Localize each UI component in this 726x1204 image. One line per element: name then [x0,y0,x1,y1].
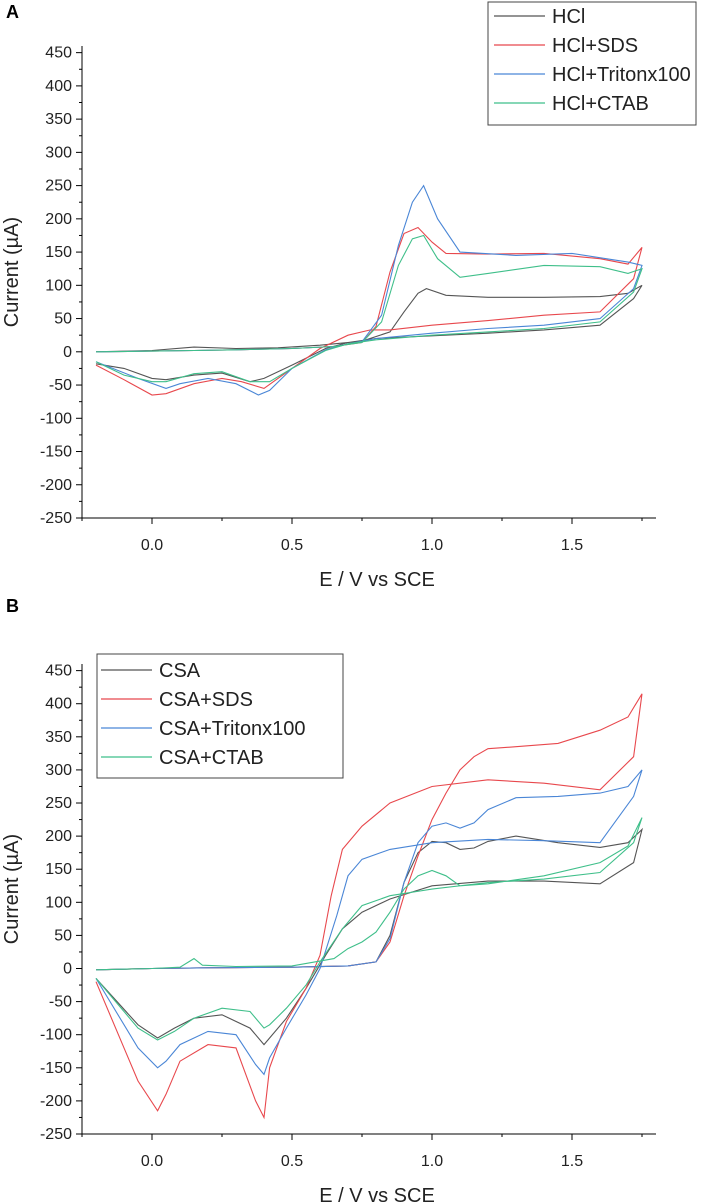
y-tick-label: -100 [40,410,72,427]
y-tick-label: -50 [49,377,72,394]
panel-label: B [6,596,19,616]
panel-a: A 450 400 350 300 250 200 150 100 50 0 -50 -100 -150 -… [1,1,697,591]
y-tick-label: 50 [54,927,72,944]
x-tick-label: 1.0 [421,1153,443,1170]
y-tick-label: 300 [45,144,72,161]
legend: CSA CSA+SDS CSA+Tritonx100 CSA+CTAB [96,653,344,779]
y-tick-label: -150 [40,1060,72,1077]
legend: HCl HCl+SDS HCl+Tritonx100 HCl+CTAB [487,1,697,126]
y-tick-label: -100 [40,1027,72,1044]
x-tick-label: 0.0 [141,1153,163,1170]
y-tick-label: 100 [45,894,72,911]
y-tick-label: 450 [45,45,72,62]
y-tick-label: 0 [63,344,72,361]
x-tick-label: 0.5 [281,1153,303,1170]
legend-entry: HCl+CTAB [552,93,649,115]
y-tick-label: 200 [45,828,72,845]
x-tick-label: 0.0 [141,537,163,554]
y-tick-label: -250 [40,1126,72,1143]
y-tick-label: 150 [45,861,72,878]
panel-b: B 450 400 350 300 250 200 150 100 50 0 -50 -100 -150 -… [1,596,656,1204]
panel-label: A [6,2,19,22]
y-tick-label: 250 [45,178,72,195]
y-tick-label: -250 [40,510,72,527]
y-tick-label: 350 [45,111,72,128]
y-tick-label: 400 [45,78,72,95]
series-line-hcl-sds [95,226,643,396]
y-tick-label: 200 [45,211,72,228]
y-tick-label: 350 [45,729,72,746]
legend-entry: CSA+SDS [159,689,253,711]
series-line-csa-ctab [95,817,643,1041]
legend-box [487,1,697,126]
x-tick-label: 0.5 [281,537,303,554]
y-tick-label: 150 [45,244,72,261]
legend-entry: HCl [552,6,585,28]
y-tick-label: -200 [40,477,72,494]
y-tick-label: 50 [54,311,72,328]
y-tick-label: 100 [45,277,72,294]
y-tick-label: -50 [49,994,72,1011]
y-tick-label: -150 [40,444,72,461]
y-axis-label: Current (µA) [1,217,23,327]
series-line-csa-sds [95,693,643,1120]
legend-entry: CSA+Tritonx100 [159,718,306,740]
legend-entry: CSA [159,660,201,682]
legend-entry: HCl+Tritonx100 [552,64,691,86]
series-line-hcl-ctab [95,234,643,383]
legend-entry: CSA+CTAB [159,747,264,769]
y-tick-label: -200 [40,1093,72,1110]
series-line-csa-tritonx100 [95,769,643,1076]
x-tick-label: 1.5 [561,537,583,554]
x-axis-label: E / V vs SCE [319,569,435,591]
y-tick-label: 450 [45,663,72,680]
y-axis-label: Current (µA) [1,834,23,944]
x-tick-label: 1.0 [421,537,443,554]
y-tick-label: 0 [63,961,72,978]
x-tick-label: 1.5 [561,1153,583,1170]
y-tick-label: 250 [45,795,72,812]
y-tick-label: 400 [45,696,72,713]
series-line-hcl-tritonx100 [95,184,643,396]
legend-entry: HCl+SDS [552,35,638,57]
series-line-hcl [95,284,643,383]
y-tick-label: 300 [45,762,72,779]
x-axis-label: E / V vs SCE [319,1185,435,1204]
